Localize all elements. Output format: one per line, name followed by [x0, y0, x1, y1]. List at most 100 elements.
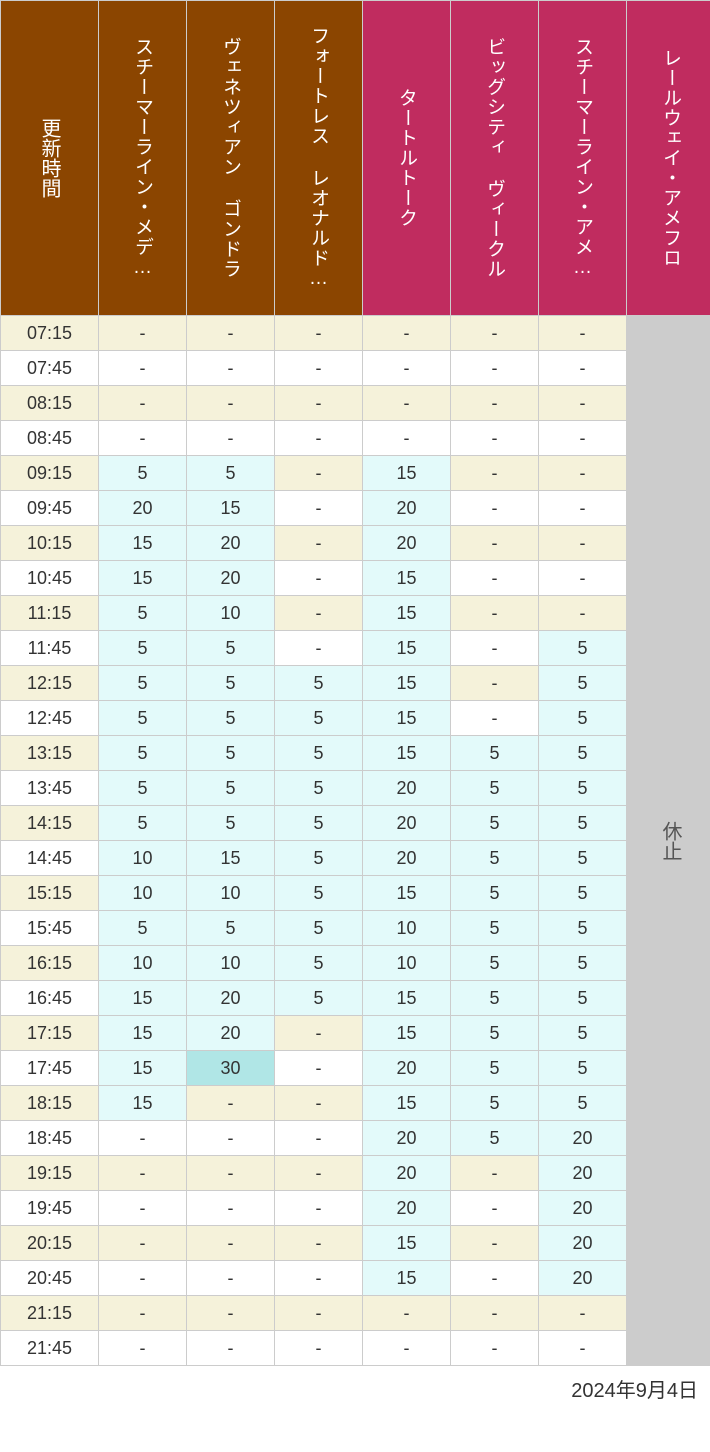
value-cell: - [99, 316, 187, 351]
value-cell: 20 [539, 1191, 627, 1226]
value-cell: - [275, 1156, 363, 1191]
value-cell: - [451, 631, 539, 666]
table-row: 12:4555515-5 [1, 701, 710, 736]
value-cell: 5 [451, 911, 539, 946]
value-cell: 10 [187, 876, 275, 911]
value-cell: 5 [539, 841, 627, 876]
table-row: 18:45---20520 [1, 1121, 710, 1156]
value-cell: - [539, 596, 627, 631]
value-cell: - [451, 316, 539, 351]
value-cell: - [99, 1261, 187, 1296]
value-cell: - [363, 316, 451, 351]
table-row: 08:15------ [1, 386, 710, 421]
value-cell: 20 [363, 526, 451, 561]
value-cell: - [275, 351, 363, 386]
value-cell: - [275, 1331, 363, 1366]
time-cell: 18:15 [1, 1086, 99, 1121]
value-cell: - [275, 1086, 363, 1121]
table-row: 12:1555515-5 [1, 666, 710, 701]
value-cell: 5 [539, 736, 627, 771]
table-row: 20:45---15-20 [1, 1261, 710, 1296]
table-row: 09:452015-20-- [1, 491, 710, 526]
value-cell: - [451, 1226, 539, 1261]
value-cell: 5 [99, 911, 187, 946]
attraction-header-5: スチーマーライン・アメ… [539, 1, 627, 316]
value-cell: 15 [363, 1261, 451, 1296]
value-cell: 15 [99, 981, 187, 1016]
time-cell: 16:45 [1, 981, 99, 1016]
value-cell: 10 [99, 841, 187, 876]
value-cell: 20 [363, 841, 451, 876]
value-cell: - [187, 1121, 275, 1156]
value-cell: - [451, 1156, 539, 1191]
value-cell: - [451, 456, 539, 491]
value-cell: - [187, 1156, 275, 1191]
value-cell: 15 [99, 1051, 187, 1086]
attraction-header-1: ヴェネツィアン ゴンドラ [187, 1, 275, 316]
value-cell: 20 [539, 1156, 627, 1191]
time-cell: 11:15 [1, 596, 99, 631]
time-cell: 21:15 [1, 1296, 99, 1331]
time-cell: 10:45 [1, 561, 99, 596]
attraction-header-6: レールウェイ・アメフロ [627, 1, 710, 316]
value-cell: - [451, 1296, 539, 1331]
time-cell: 14:45 [1, 841, 99, 876]
table-body: 07:15------休止07:45------08:15------08:45… [1, 316, 710, 1366]
table-row: 17:451530-2055 [1, 1051, 710, 1086]
value-cell: 5 [539, 1051, 627, 1086]
table-row: 07:15------休止 [1, 316, 710, 351]
value-cell: - [275, 1191, 363, 1226]
value-cell: 15 [363, 736, 451, 771]
value-cell: 30 [187, 1051, 275, 1086]
value-cell: - [275, 1121, 363, 1156]
value-cell: 20 [539, 1261, 627, 1296]
value-cell: 5 [539, 701, 627, 736]
value-cell: 5 [187, 806, 275, 841]
value-cell: - [451, 596, 539, 631]
value-cell: 5 [99, 771, 187, 806]
value-cell: 5 [99, 596, 187, 631]
attraction-header-4: ビッグシティ ヴィークル [451, 1, 539, 316]
value-cell: 15 [363, 876, 451, 911]
value-cell: - [275, 386, 363, 421]
table-row: 16:15101051055 [1, 946, 710, 981]
value-cell: 5 [275, 771, 363, 806]
value-cell: - [451, 386, 539, 421]
value-cell: 20 [363, 1121, 451, 1156]
value-cell: 10 [99, 946, 187, 981]
value-cell: - [99, 351, 187, 386]
value-cell: 15 [363, 631, 451, 666]
table-row: 07:45------ [1, 351, 710, 386]
value-cell: 15 [187, 841, 275, 876]
time-cell: 19:45 [1, 1191, 99, 1226]
value-cell: 20 [363, 771, 451, 806]
time-cell: 13:45 [1, 771, 99, 806]
time-cell: 13:15 [1, 736, 99, 771]
closed-cell: 休止 [627, 316, 710, 1366]
table-row: 10:151520-20-- [1, 526, 710, 561]
value-cell: - [451, 491, 539, 526]
time-cell: 10:15 [1, 526, 99, 561]
value-cell: 15 [363, 1226, 451, 1261]
attraction-header-3: タートルトーク [363, 1, 451, 316]
value-cell: 15 [363, 561, 451, 596]
value-cell: 5 [99, 631, 187, 666]
value-cell: 20 [363, 1156, 451, 1191]
value-cell: 5 [275, 946, 363, 981]
time-header: 更新時間 [1, 1, 99, 316]
value-cell: - [99, 421, 187, 456]
table-row: 21:15------ [1, 1296, 710, 1331]
wait-time-table-wrapper: 更新時間スチーマーライン・メデ…ヴェネツィアン ゴンドラフォートレス レオナルド… [0, 0, 710, 1411]
time-cell: 20:15 [1, 1226, 99, 1261]
table-row: 16:45152051555 [1, 981, 710, 1016]
value-cell: - [187, 1331, 275, 1366]
value-cell: 5 [539, 1016, 627, 1051]
value-cell: - [187, 1296, 275, 1331]
value-cell: - [275, 1226, 363, 1261]
value-cell: 5 [451, 1016, 539, 1051]
value-cell: 10 [187, 596, 275, 631]
time-cell: 20:45 [1, 1261, 99, 1296]
table-row: 09:1555-15-- [1, 456, 710, 491]
value-cell: - [275, 596, 363, 631]
value-cell: 15 [99, 1016, 187, 1051]
